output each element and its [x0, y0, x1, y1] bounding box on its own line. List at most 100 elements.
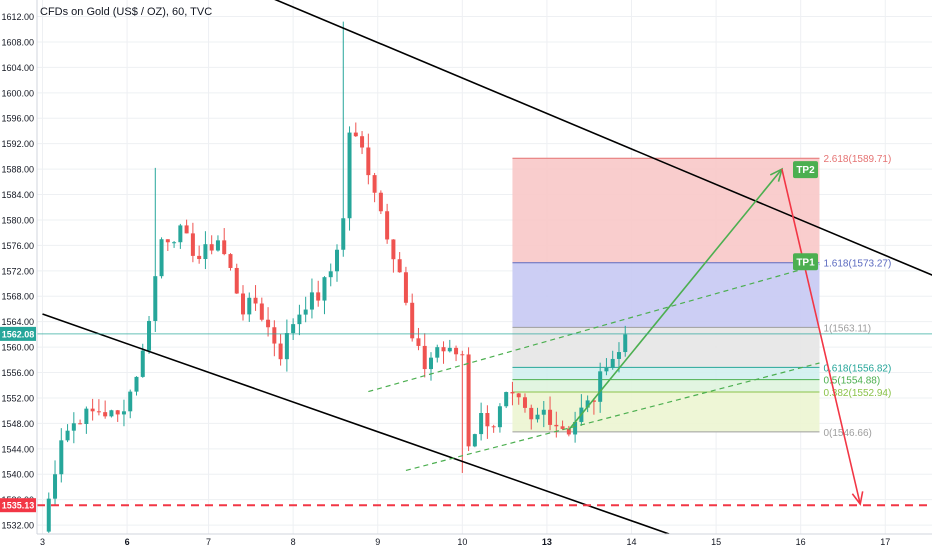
candle-body — [116, 410, 120, 414]
candle-body — [203, 244, 207, 259]
candle-body — [197, 256, 201, 259]
candle — [185, 220, 189, 234]
candle — [134, 376, 138, 395]
candle — [385, 204, 389, 244]
chart-title: CFDs on Gold (US$ / OZ), 60, TVC — [40, 6, 212, 18]
x-tick-label: 17 — [880, 537, 890, 547]
candle — [297, 305, 301, 335]
candle — [404, 267, 408, 306]
candle — [391, 239, 395, 272]
candle — [235, 264, 239, 294]
x-tick-label: 9 — [375, 537, 380, 547]
candle — [147, 316, 151, 354]
fib-level-label: 1(1563.11) — [823, 323, 871, 334]
candle-body — [316, 292, 320, 300]
candle — [373, 173, 377, 202]
candle-body — [492, 426, 496, 427]
candle-body — [567, 429, 571, 435]
y-tick-label: 1532.00 — [1, 521, 34, 531]
candle — [492, 425, 496, 433]
candle — [66, 424, 70, 442]
candle — [485, 405, 489, 439]
candle — [78, 420, 82, 425]
candle-body — [385, 211, 389, 239]
candle-body — [435, 347, 439, 357]
y-tick-label: 1576.00 — [1, 241, 34, 251]
candle — [479, 403, 483, 441]
candle — [122, 400, 126, 427]
target-badge-label: TP1 — [796, 257, 815, 268]
candle-body — [404, 272, 408, 303]
candle-body — [109, 410, 113, 416]
candle-body — [548, 410, 552, 425]
x-tick-label: 3 — [40, 537, 45, 547]
candle-body — [210, 244, 214, 250]
candle-body — [454, 348, 458, 354]
candle — [72, 412, 76, 443]
candle-body — [523, 397, 527, 408]
y-tick-label: 1564.00 — [1, 317, 34, 327]
candle-body — [304, 310, 308, 315]
candle-body — [285, 333, 289, 359]
candle-body — [53, 474, 57, 498]
fib-zone — [512, 327, 819, 367]
target-badge-tp1: TP1 — [793, 253, 818, 270]
x-tick-label: 7 — [206, 537, 211, 547]
candle — [423, 333, 427, 377]
candle — [322, 276, 326, 314]
x-tick-label: 6 — [125, 537, 130, 547]
candle — [254, 285, 258, 311]
y-tick-label: 1572.00 — [1, 266, 34, 276]
candle — [473, 434, 477, 447]
candle — [222, 228, 226, 255]
candle-body — [536, 415, 540, 420]
candle-body — [91, 409, 95, 412]
x-tick-label: 15 — [711, 537, 721, 547]
candle-body — [617, 352, 621, 359]
candle-body — [416, 338, 420, 346]
y-tick-label: 1588.00 — [1, 165, 34, 175]
fib-level-label: 0.618(1556.82) — [823, 363, 891, 374]
candle-body — [473, 434, 477, 446]
candle — [310, 279, 314, 319]
candle-body — [366, 148, 370, 176]
candle-body — [373, 175, 377, 193]
y-tick-label: 1556.00 — [1, 368, 34, 378]
candle — [454, 346, 458, 361]
candle — [348, 126, 352, 230]
candle — [467, 347, 471, 451]
candle — [116, 410, 120, 422]
candle — [279, 334, 283, 366]
candle-body — [529, 408, 533, 419]
candle-body — [59, 440, 63, 474]
candle-body — [134, 377, 138, 392]
candle-body — [322, 277, 326, 300]
last-price-tag: 1562.08 — [0, 327, 36, 341]
candle-body — [604, 368, 608, 371]
candle — [316, 281, 320, 307]
candle — [247, 292, 251, 321]
y-tick-label: 1544.00 — [1, 444, 34, 454]
candle — [266, 307, 270, 336]
candle-body — [354, 133, 358, 137]
y-tick-label: 1540.00 — [1, 470, 34, 480]
candle — [191, 223, 195, 262]
candle — [285, 320, 289, 372]
candle-body — [172, 242, 176, 243]
candle — [47, 492, 51, 532]
last-price-tag-label: 1562.08 — [2, 329, 35, 339]
fib-zone — [512, 392, 819, 432]
candle — [241, 285, 245, 320]
candle-body — [272, 327, 276, 343]
y-tick-label: 1608.00 — [1, 37, 34, 47]
candle-body — [84, 409, 88, 424]
candle-body — [504, 392, 508, 406]
candle — [228, 253, 232, 270]
candle — [103, 401, 107, 419]
candle-body — [279, 344, 283, 360]
y-axis: 1532.001536.001540.001544.001548.001552.… — [0, 0, 37, 550]
candle — [460, 351, 464, 473]
